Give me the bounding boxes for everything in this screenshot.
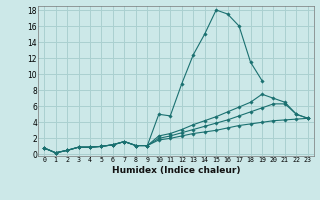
X-axis label: Humidex (Indice chaleur): Humidex (Indice chaleur) <box>112 166 240 175</box>
